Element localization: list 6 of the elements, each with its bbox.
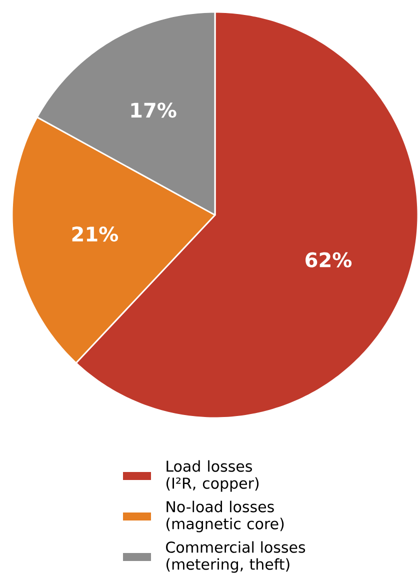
data-label: 62% [306, 252, 352, 268]
data-label: 21% [72, 226, 118, 242]
data-label: 17% [131, 102, 176, 118]
legend-label: Commercial losses (metering, theft) [166, 541, 306, 573]
legend-label: No-load losses (magnetic core) [166, 500, 284, 532]
legend-label: Load losses (I²R, copper) [166, 460, 259, 492]
